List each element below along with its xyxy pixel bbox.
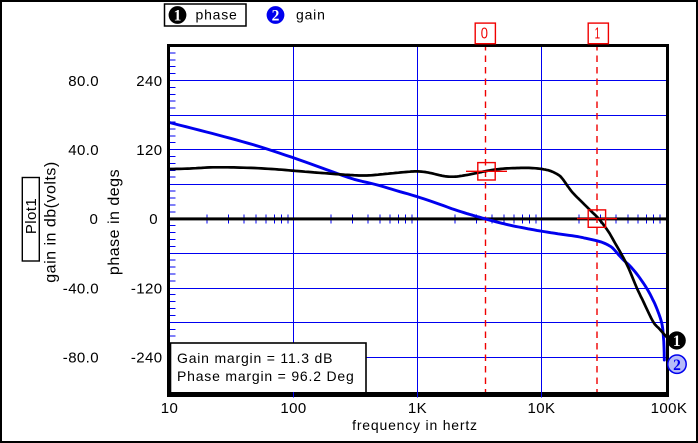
svg-text:0: 0 bbox=[481, 25, 488, 42]
svg-text:Gain margin = 11.3 dB: Gain margin = 11.3 dB bbox=[177, 350, 333, 366]
svg-text:80.0: 80.0 bbox=[68, 73, 99, 90]
svg-text:Phase margin = 96.2 Deg: Phase margin = 96.2 Deg bbox=[177, 368, 355, 384]
svg-text:1: 1 bbox=[673, 333, 681, 350]
svg-text:-120: -120 bbox=[131, 280, 163, 297]
svg-text:240: 240 bbox=[136, 73, 162, 90]
svg-text:0: 0 bbox=[149, 211, 158, 228]
svg-text:Plot1: Plot1 bbox=[23, 198, 40, 234]
svg-text:-240: -240 bbox=[131, 349, 163, 366]
svg-text:phase in degs: phase in degs bbox=[106, 169, 123, 275]
svg-text:2: 2 bbox=[272, 8, 280, 25]
svg-text:-40.0: -40.0 bbox=[63, 280, 99, 297]
svg-text:gain in db(volts): gain in db(volts) bbox=[43, 161, 60, 282]
svg-text:100: 100 bbox=[280, 400, 306, 417]
svg-text:10K: 10K bbox=[528, 400, 556, 417]
svg-text:1: 1 bbox=[595, 25, 601, 42]
svg-text:120: 120 bbox=[136, 142, 162, 159]
svg-text:phase: phase bbox=[196, 7, 238, 23]
svg-text:1: 1 bbox=[174, 8, 182, 25]
svg-text:10: 10 bbox=[161, 400, 179, 417]
svg-text:2: 2 bbox=[673, 357, 681, 374]
svg-text:100K: 100K bbox=[651, 400, 688, 417]
svg-text:gain: gain bbox=[296, 7, 326, 23]
svg-text:0: 0 bbox=[90, 211, 99, 228]
svg-text:1K: 1K bbox=[408, 400, 427, 417]
svg-text:-80.0: -80.0 bbox=[63, 349, 99, 366]
svg-text:frequency in hertz: frequency in hertz bbox=[352, 417, 478, 433]
svg-text:40.0: 40.0 bbox=[68, 142, 99, 159]
